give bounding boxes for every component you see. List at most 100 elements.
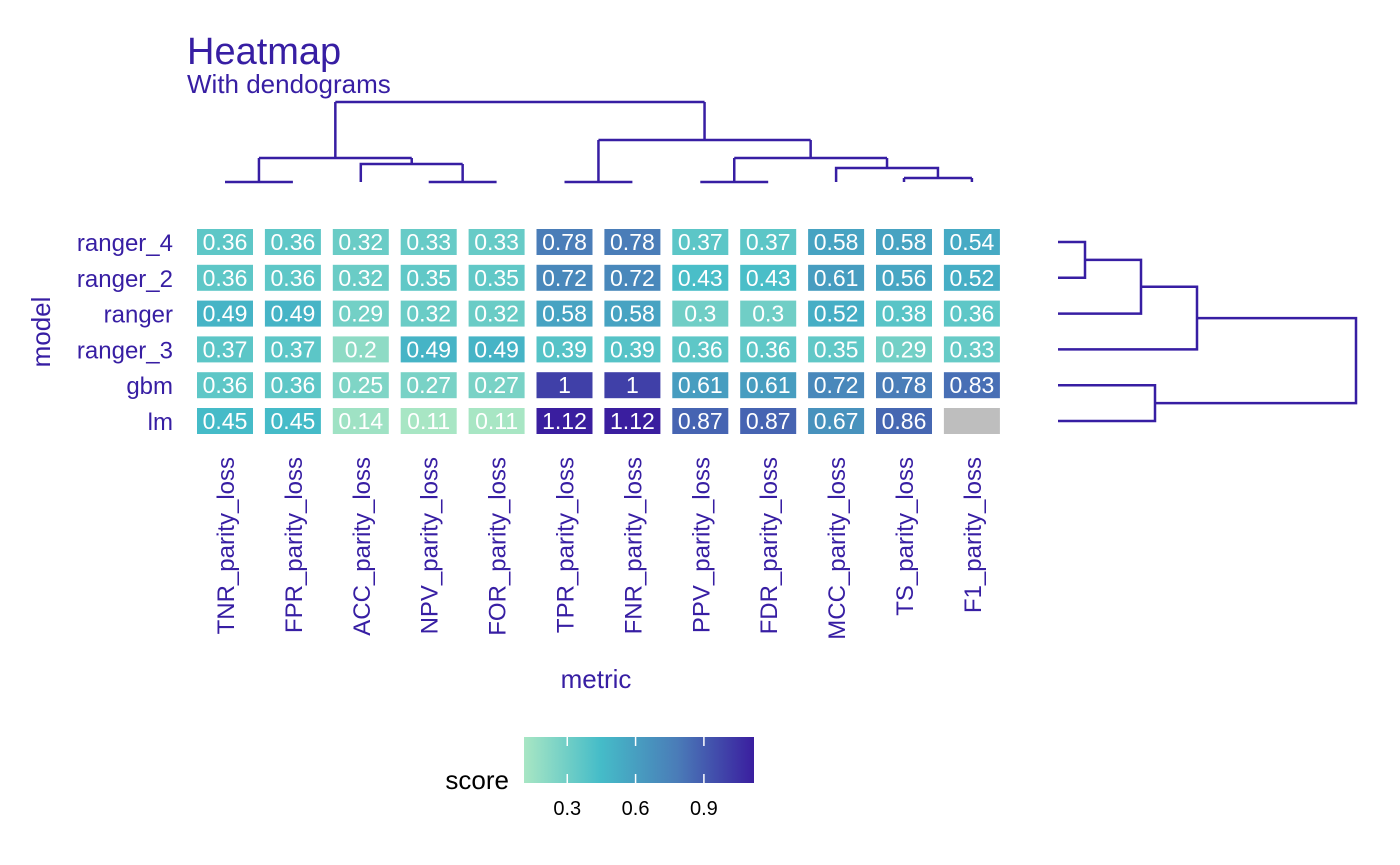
heatmap-cell <box>604 300 661 327</box>
heatmap-cell <box>264 336 321 363</box>
cell-value-label: 0.39 <box>610 336 655 362</box>
heatmap-cell <box>876 264 932 291</box>
heatmap-cell <box>672 372 729 399</box>
dendrogram-branch <box>1155 316 1358 405</box>
cell-value-label: 0.37 <box>203 336 248 362</box>
x-axis-title: metric <box>561 664 632 694</box>
cell-value-label: 1.12 <box>610 408 655 434</box>
heatmap-cell <box>264 372 321 399</box>
heatmap-cell <box>400 300 457 327</box>
heatmap-cell <box>740 300 797 327</box>
cell-value-label: 0.39 <box>542 336 587 362</box>
cell-value-label: 0.36 <box>746 336 791 362</box>
heatmap-cell <box>197 300 253 327</box>
heatmap-cell <box>332 229 389 255</box>
cell-value-label: 0.32 <box>406 301 451 327</box>
dendrogram-branch <box>1058 285 1199 351</box>
cell-value-label: 0.2 <box>345 336 377 362</box>
cell-value-label: 1 <box>558 372 571 398</box>
heatmap-cell <box>943 372 1000 399</box>
heatmap-cell <box>943 336 1000 363</box>
cell-value-label: 0.29 <box>338 301 383 327</box>
cell-value-label: 0.3 <box>752 301 784 327</box>
metric-label: TPR_parity_loss <box>553 457 580 633</box>
cell-value-label: 0.36 <box>271 229 316 255</box>
heatmap-cell <box>468 264 525 291</box>
heatmap-cell <box>197 408 253 434</box>
legend-colorbar <box>524 737 754 783</box>
cell-value-label: 0.36 <box>203 265 248 291</box>
cell-value-label: 0.36 <box>271 265 316 291</box>
cell-value-label: 0.87 <box>746 408 791 434</box>
heatmap-cell <box>264 408 321 434</box>
heatmap-cell <box>672 229 729 255</box>
heatmap-cells: 0.36 0.36 0.32 0.33 0.33 0.78 0.78 0.37 0.37 0.58… <box>197 229 1000 434</box>
cell-value-label: 0.32 <box>338 265 383 291</box>
model-label: lm <box>148 409 173 436</box>
cell-value-label: 0.72 <box>542 265 587 291</box>
cell-value-label: 0.27 <box>406 372 451 398</box>
chart-subtitle: With dendograms <box>187 69 391 99</box>
cell-value-label: 0.32 <box>474 301 519 327</box>
dendrogram-branch <box>902 176 974 182</box>
row-dendrogram <box>1058 240 1358 423</box>
model-label: gbm <box>126 373 173 400</box>
legend-title: score <box>445 765 509 795</box>
cell-value-label: 0.32 <box>338 229 383 255</box>
heatmap-cell <box>808 229 865 255</box>
cell-value-label: 0.52 <box>814 301 859 327</box>
heatmap-cell <box>740 264 797 291</box>
cell-value-label: 0.14 <box>338 408 383 434</box>
heatmap-cell <box>468 408 525 434</box>
cell-value-label: 0.35 <box>406 265 451 291</box>
cell-value-label: 0.67 <box>814 408 859 434</box>
heatmap-cell <box>468 229 525 255</box>
heatmap-cell <box>468 300 525 327</box>
cell-value-label: 0.35 <box>814 336 859 362</box>
cell-value-label: 0.33 <box>406 229 451 255</box>
heatmap-cell <box>536 300 593 327</box>
heatmap-cell <box>876 408 932 434</box>
heatmap-cell <box>536 336 593 363</box>
metric-label: ACC_parity_loss <box>349 457 376 636</box>
metric-label: MCC_parity_loss <box>824 457 851 640</box>
dendrogram-branch <box>1058 240 1087 280</box>
cell-value-label: 0.36 <box>203 372 248 398</box>
model-label: ranger <box>104 302 173 329</box>
metric-label: TNR_parity_loss <box>213 457 240 634</box>
heatmap-cell <box>604 408 661 434</box>
cell-value-label: 0.49 <box>271 301 316 327</box>
cell-value-label: 0.58 <box>814 229 859 255</box>
cell-value-label: 0.36 <box>203 229 248 255</box>
cell-value-label: 0.36 <box>271 372 316 398</box>
heatmap-cell <box>604 336 661 363</box>
cell-value-label: 0.3 <box>684 301 716 327</box>
heatmap-cell <box>876 336 932 363</box>
legend-tick-label: 0.9 <box>690 798 718 820</box>
heatmap-cell <box>197 264 253 291</box>
cell-value-label: 0.45 <box>271 408 316 434</box>
heatmap-cell <box>536 229 593 255</box>
heatmap-cell <box>808 264 865 291</box>
dendrogram-branch <box>258 102 412 160</box>
dendrogram-branch <box>359 158 463 182</box>
y-axis-title: model <box>26 297 56 368</box>
dendrogram-branch <box>734 140 888 160</box>
heatmap-cell <box>264 300 321 327</box>
heatmap-cell <box>672 300 729 327</box>
metric-label: F1_parity_loss <box>960 457 987 613</box>
cell-value-label: 0.43 <box>678 265 723 291</box>
dendrogram-branch <box>1058 258 1143 315</box>
cell-value-label: 0.36 <box>678 336 723 362</box>
heatmap-cell <box>604 372 661 399</box>
cell-value-label: 0.78 <box>610 229 655 255</box>
heatmap-cell <box>808 300 865 327</box>
cell-value-label: 1 <box>626 372 639 398</box>
heatmap-cell <box>672 264 729 291</box>
cell-value-label: 0.83 <box>950 372 995 398</box>
cell-value-label: 0.37 <box>271 336 316 362</box>
heatmap-cell <box>400 372 457 399</box>
heatmap-cell <box>332 336 389 363</box>
cell-value-label: 0.61 <box>678 372 723 398</box>
